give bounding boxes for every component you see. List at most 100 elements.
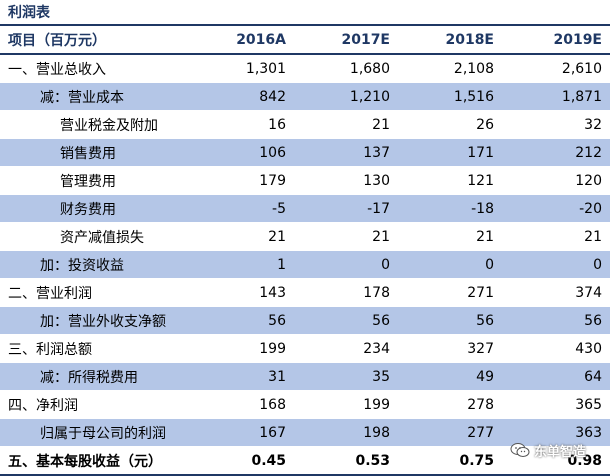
cell-value: 179 xyxy=(190,166,294,195)
table-row: 营业税金及附加 16 21 26 32 xyxy=(0,110,610,139)
cell-value: 26 xyxy=(398,110,502,139)
cell-value: -17 xyxy=(294,194,398,223)
cell-value: 430 xyxy=(502,334,610,363)
cell-value: 2,108 xyxy=(398,54,502,83)
header-row: 项目（百万元） 2016A 2017E 2018E 2019E xyxy=(0,27,610,55)
header-year: 2017E xyxy=(294,27,398,55)
row-label: 加：投资收益 xyxy=(0,250,190,279)
cell-value: 56 xyxy=(502,306,610,335)
cell-value: 1,516 xyxy=(398,82,502,111)
cell-value: 49 xyxy=(398,362,502,391)
cell-value: 277 xyxy=(398,418,502,447)
cell-value: 842 xyxy=(190,82,294,111)
table-row: 二、营业利润 143 178 271 374 xyxy=(0,278,610,307)
cell-value: -5 xyxy=(190,194,294,223)
cell-value: 199 xyxy=(294,390,398,419)
row-label: 一、营业总收入 xyxy=(0,54,190,83)
header-year: 2019E xyxy=(502,27,610,55)
row-label: 营业税金及附加 xyxy=(0,110,190,139)
cell-value: 121 xyxy=(398,166,502,195)
cell-value: 1,871 xyxy=(502,82,610,111)
cell-value: 21 xyxy=(190,222,294,251)
cell-value: 16 xyxy=(190,110,294,139)
table-row: 财务费用 -5 -17 -18 -20 xyxy=(0,194,610,223)
cell-value: 168 xyxy=(190,390,294,419)
table-title: 利润表 xyxy=(8,5,50,21)
table-row: 五、基本每股收益（元） 0.45 0.53 0.75 0.98 xyxy=(0,446,610,476)
row-label: 加：营业外收支净额 xyxy=(0,306,190,335)
row-label: 销售费用 xyxy=(0,138,190,167)
cell-value: 199 xyxy=(190,334,294,363)
cell-value: 120 xyxy=(502,166,610,195)
table-row: 资产减值损失 21 21 21 21 xyxy=(0,222,610,251)
cell-value: 178 xyxy=(294,278,398,307)
wechat-icon xyxy=(510,442,530,458)
cell-value: 374 xyxy=(502,278,610,307)
row-label: 资产减值损失 xyxy=(0,222,190,251)
top-rule xyxy=(0,24,610,26)
row-label: 三、利润总额 xyxy=(0,334,190,363)
cell-value: 21 xyxy=(398,222,502,251)
cell-value: 271 xyxy=(398,278,502,307)
cell-value: 167 xyxy=(190,418,294,447)
cell-value: 198 xyxy=(294,418,398,447)
table-row: 加：营业外收支净额 56 56 56 56 xyxy=(0,306,610,335)
cell-value: 32 xyxy=(502,110,610,139)
table-row: 销售费用 106 137 171 212 xyxy=(0,138,610,167)
cell-value: 130 xyxy=(294,166,398,195)
cell-value: 137 xyxy=(294,138,398,167)
cell-value: -20 xyxy=(502,194,610,223)
cell-value: 1,680 xyxy=(294,54,398,83)
cell-value: 21 xyxy=(294,222,398,251)
row-label: 减：营业成本 xyxy=(0,82,190,111)
table-row: 归属于母公司的利润 167 198 277 363 xyxy=(0,418,610,447)
table-row: 加：投资收益 1 0 0 0 xyxy=(0,250,610,279)
cell-value: 327 xyxy=(398,334,502,363)
cell-value: 31 xyxy=(190,362,294,391)
cell-value: 0.75 xyxy=(398,446,502,476)
header-year: 2018E xyxy=(398,27,502,55)
cell-value: 234 xyxy=(294,334,398,363)
cell-value: 1 xyxy=(190,250,294,279)
cell-value: 56 xyxy=(398,306,502,335)
row-label: 归属于母公司的利润 xyxy=(0,418,190,447)
header-label: 项目（百万元） xyxy=(0,27,190,55)
row-label: 五、基本每股收益（元） xyxy=(0,446,190,476)
cell-value: 278 xyxy=(398,390,502,419)
cell-value: 56 xyxy=(294,306,398,335)
cell-value: 212 xyxy=(502,138,610,167)
cell-value: 363 xyxy=(502,418,610,447)
cell-value: 21 xyxy=(502,222,610,251)
cell-value: 2,610 xyxy=(502,54,610,83)
cell-value: 35 xyxy=(294,362,398,391)
row-label: 二、营业利润 xyxy=(0,278,190,307)
cell-value: -18 xyxy=(398,194,502,223)
cell-value: 56 xyxy=(190,306,294,335)
cell-value: 365 xyxy=(502,390,610,419)
row-label: 四、净利润 xyxy=(0,390,190,419)
cell-value: 106 xyxy=(190,138,294,167)
cell-value: 0 xyxy=(502,250,610,279)
table-row: 减：所得税费用 31 35 49 64 xyxy=(0,362,610,391)
header-year: 2016A xyxy=(190,27,294,55)
cell-value: 0 xyxy=(398,250,502,279)
watermark-text: 东单智造 xyxy=(533,444,586,460)
cell-value: 171 xyxy=(398,138,502,167)
watermark: 东单智造 xyxy=(510,440,586,460)
table-row: 减：营业成本 842 1,210 1,516 1,871 xyxy=(0,82,610,111)
cell-value: 143 xyxy=(190,278,294,307)
row-label: 财务费用 xyxy=(0,194,190,223)
income-statement-table: 项目（百万元） 2016A 2017E 2018E 2019E 一、营业总收入 … xyxy=(0,27,610,476)
table-row: 四、净利润 168 199 278 365 xyxy=(0,390,610,419)
cell-value: 21 xyxy=(294,110,398,139)
cell-value: 0.53 xyxy=(294,446,398,476)
cell-value: 1,210 xyxy=(294,82,398,111)
row-label: 管理费用 xyxy=(0,166,190,195)
cell-value: 1,301 xyxy=(190,54,294,83)
table-row: 一、营业总收入 1,301 1,680 2,108 2,610 xyxy=(0,54,610,83)
cell-value: 0.45 xyxy=(190,446,294,476)
cell-value: 0 xyxy=(294,250,398,279)
cell-value: 64 xyxy=(502,362,610,391)
table-row: 管理费用 179 130 121 120 xyxy=(0,166,610,195)
row-label: 减：所得税费用 xyxy=(0,362,190,391)
